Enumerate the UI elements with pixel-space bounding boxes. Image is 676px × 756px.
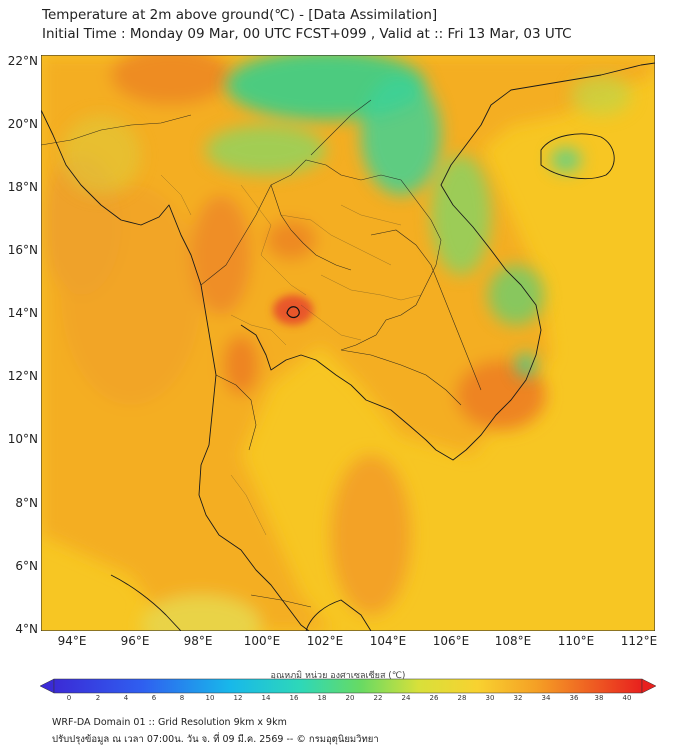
land-field [41, 55, 655, 631]
lon-label: 102°E [306, 634, 344, 648]
map-title: Temperature at 2m above ground(℃) - [Dat… [42, 7, 438, 23]
colorbar-tick: 14 [261, 694, 271, 702]
lon-label: 94°E [57, 634, 87, 648]
bangkok-outline [286, 306, 300, 319]
province-borders [160, 174, 422, 536]
colorbar-tick: 30 [485, 694, 495, 702]
cool-zones [61, 55, 631, 377]
colorbar-label: อุณหภูมิ หน่วย องศาเซลเซียส (℃) [270, 671, 406, 681]
country-borders [41, 99, 482, 608]
colorbar-tick: 16 [289, 694, 299, 702]
colorbar-tick: 6 [151, 694, 157, 702]
colorbar-tick: 34 [541, 694, 551, 702]
map-subtitle: Initial Time : Monday 09 Mar, 00 UTC FCS… [42, 26, 572, 42]
colorbar [40, 678, 656, 694]
colorbar-tick: 24 [401, 694, 411, 702]
footer-update-info: ปรับปรุงข้อมูล ณ เวลา 07:00น. วัน จ. ที่… [52, 734, 379, 745]
colorbar-tick: 20 [345, 694, 355, 702]
temperature-map [41, 55, 655, 631]
colorbar-tick: 22 [373, 694, 383, 702]
colorbar-tick: 26 [429, 694, 439, 702]
colorbar-tick: 2 [95, 694, 101, 702]
lon-label: 98°E [183, 634, 213, 648]
lat-label: 6°N [15, 559, 38, 573]
lat-label: 8°N [15, 496, 38, 510]
footer-model-info: WRF-DA Domain 01 :: Grid Resolution 9km … [52, 717, 287, 728]
lon-label: 110°E [557, 634, 595, 648]
lon-label: 108°E [494, 634, 532, 648]
lon-label: 106°E [432, 634, 470, 648]
colorbar-tick: 18 [317, 694, 327, 702]
lat-label: 20°N [7, 117, 38, 131]
lat-label: 14°N [7, 306, 38, 320]
lon-label: 112°E [620, 634, 658, 648]
colorbar-tick: 36 [569, 694, 579, 702]
lat-label: 12°N [7, 369, 38, 383]
lat-label: 16°N [7, 243, 38, 257]
colorbar-tick: 38 [594, 694, 604, 702]
lon-label: 100°E [243, 634, 281, 648]
colorbar-tick: 40 [622, 694, 632, 702]
lon-label: 96°E [120, 634, 150, 648]
lat-label: 10°N [7, 432, 38, 446]
coastlines [41, 62, 655, 631]
lat-label: 18°N [7, 180, 38, 194]
colorbar-tick: 28 [457, 694, 467, 702]
lat-label: 22°N [7, 54, 38, 68]
colorbar-tick: 12 [233, 694, 243, 702]
colorbar-tick: 10 [205, 694, 215, 702]
lat-label: 4°N [15, 622, 38, 636]
colorbar-tick: 8 [179, 694, 185, 702]
colorbar-tick: 32 [513, 694, 523, 702]
lon-label: 104°E [369, 634, 407, 648]
colorbar-tick: 0 [66, 694, 72, 702]
bangkok-hotspot [273, 295, 313, 325]
colorbar-tick: 4 [123, 694, 129, 702]
